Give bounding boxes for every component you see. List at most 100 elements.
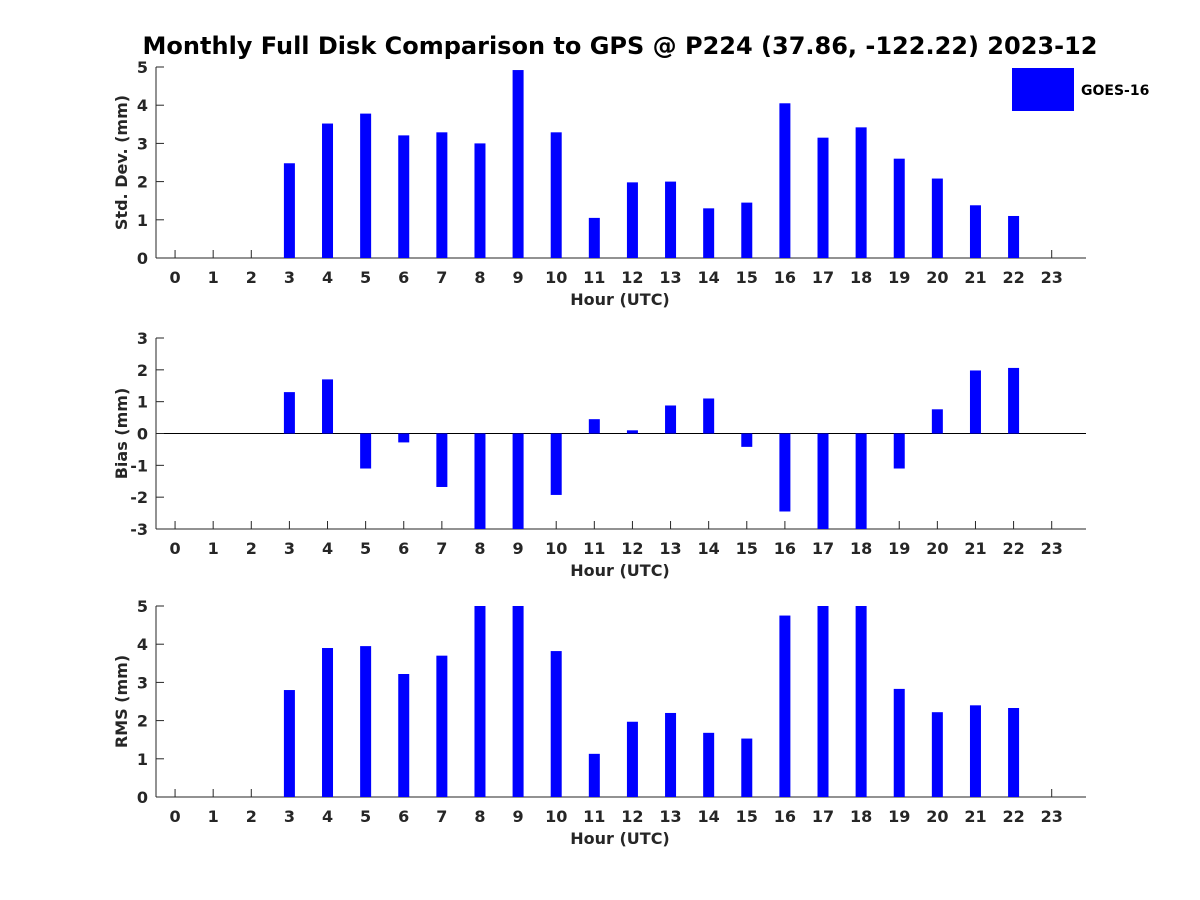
x-tick-label: 18	[850, 539, 872, 558]
x-tick-label: 14	[698, 539, 720, 558]
bar-hour-21	[969, 705, 981, 797]
bar-hour-14	[703, 398, 715, 434]
x-tick-label: 14	[698, 268, 720, 287]
y-tick-label: 2	[137, 712, 148, 731]
bar-hour-19	[893, 158, 905, 258]
x-tick-label: 9	[513, 539, 524, 558]
x-tick-label: 20	[926, 807, 948, 826]
x-tick-label: 15	[736, 807, 758, 826]
x-tick-label: 13	[659, 539, 681, 558]
x-tick-label: 0	[169, 539, 180, 558]
bar-hour-17	[817, 433, 829, 529]
x-tick-label: 5	[360, 539, 371, 558]
x-tick-label: 7	[436, 539, 447, 558]
bar-hour-16	[779, 615, 791, 797]
x-tick-label: 1	[208, 539, 219, 558]
x-tick-label: 7	[436, 268, 447, 287]
x-tick-label: 3	[284, 539, 295, 558]
x-tick-label: 2	[246, 539, 257, 558]
x-tick-label: 23	[1041, 268, 1063, 287]
x-tick-label: 14	[698, 807, 720, 826]
x-tick-label: 8	[474, 539, 485, 558]
x-tick-label: 1	[208, 807, 219, 826]
y-axis-label: RMS (mm)	[112, 655, 131, 748]
bar-hour-17	[817, 606, 829, 797]
bar-hour-9	[512, 70, 524, 258]
y-tick-label: 0	[137, 425, 148, 444]
y-tick-label: 4	[137, 635, 148, 654]
x-tick-label: 4	[322, 268, 333, 287]
y-tick-label: 4	[137, 96, 148, 115]
y-axis-label: Std. Dev. (mm)	[112, 95, 131, 230]
y-tick-label: 0	[137, 788, 148, 807]
y-tick-label: -1	[130, 456, 148, 475]
bar-hour-18	[855, 433, 867, 529]
x-tick-label: 1	[208, 268, 219, 287]
x-tick-label: 23	[1041, 539, 1063, 558]
bar-hour-16	[779, 103, 791, 258]
x-axis-label: Hour (UTC)	[570, 561, 670, 580]
y-axis-label: Bias (mm)	[112, 388, 131, 480]
x-tick-label: 8	[474, 807, 485, 826]
y-tick-label: 2	[137, 173, 148, 192]
x-tick-label: 5	[360, 268, 371, 287]
y-tick-label: 0	[137, 249, 148, 268]
x-tick-label: 12	[621, 268, 643, 287]
bar-hour-9	[512, 433, 524, 529]
bar-hour-9	[512, 606, 524, 797]
x-tick-label: 11	[583, 268, 605, 287]
bar-hour-20	[931, 712, 943, 797]
x-tick-label: 21	[964, 539, 986, 558]
x-tick-label: 18	[850, 807, 872, 826]
bar-hour-20	[931, 409, 943, 434]
y-tick-label: 1	[137, 393, 148, 412]
x-tick-label: 4	[322, 539, 333, 558]
bar-hour-11	[588, 753, 600, 797]
bar-hour-19	[893, 433, 905, 469]
x-tick-label: 2	[246, 807, 257, 826]
x-tick-label: 9	[513, 807, 524, 826]
x-tick-label: 9	[513, 268, 524, 287]
bar-hour-10	[550, 132, 562, 258]
bar-hour-15	[741, 738, 753, 797]
bar-hour-13	[665, 712, 677, 797]
x-tick-label: 19	[888, 268, 910, 287]
x-tick-label: 17	[812, 268, 834, 287]
x-tick-label: 16	[774, 539, 796, 558]
bar-hour-3	[283, 163, 295, 258]
bar-hour-16	[779, 433, 791, 512]
x-tick-label: 20	[926, 268, 948, 287]
x-tick-label: 21	[964, 268, 986, 287]
bar-hour-8	[474, 606, 486, 797]
x-axis-label: Hour (UTC)	[570, 290, 670, 309]
bar-hour-8	[474, 143, 486, 258]
bar-hour-13	[665, 181, 677, 258]
bar-hour-7	[436, 655, 448, 797]
x-tick-label: 17	[812, 539, 834, 558]
bar-hour-14	[703, 208, 715, 258]
y-tick-label: 5	[137, 58, 148, 77]
y-tick-label: 5	[137, 597, 148, 616]
x-tick-label: 10	[545, 807, 567, 826]
x-tick-label: 10	[545, 539, 567, 558]
bar-hour-7	[436, 433, 448, 487]
x-tick-label: 16	[774, 807, 796, 826]
bar-hour-3	[283, 690, 295, 797]
x-tick-label: 6	[398, 268, 409, 287]
y-tick-label: 2	[137, 361, 148, 380]
bar-hour-22	[1008, 367, 1020, 434]
bar-hour-5	[360, 113, 372, 258]
bar-hour-5	[360, 433, 372, 469]
x-tick-label: 22	[1002, 807, 1024, 826]
x-tick-label: 22	[1002, 268, 1024, 287]
bar-hour-14	[703, 732, 715, 797]
x-tick-label: 19	[888, 539, 910, 558]
bar-hour-22	[1008, 707, 1020, 797]
bar-hour-19	[893, 688, 905, 797]
x-tick-label: 2	[246, 268, 257, 287]
x-tick-label: 11	[583, 539, 605, 558]
